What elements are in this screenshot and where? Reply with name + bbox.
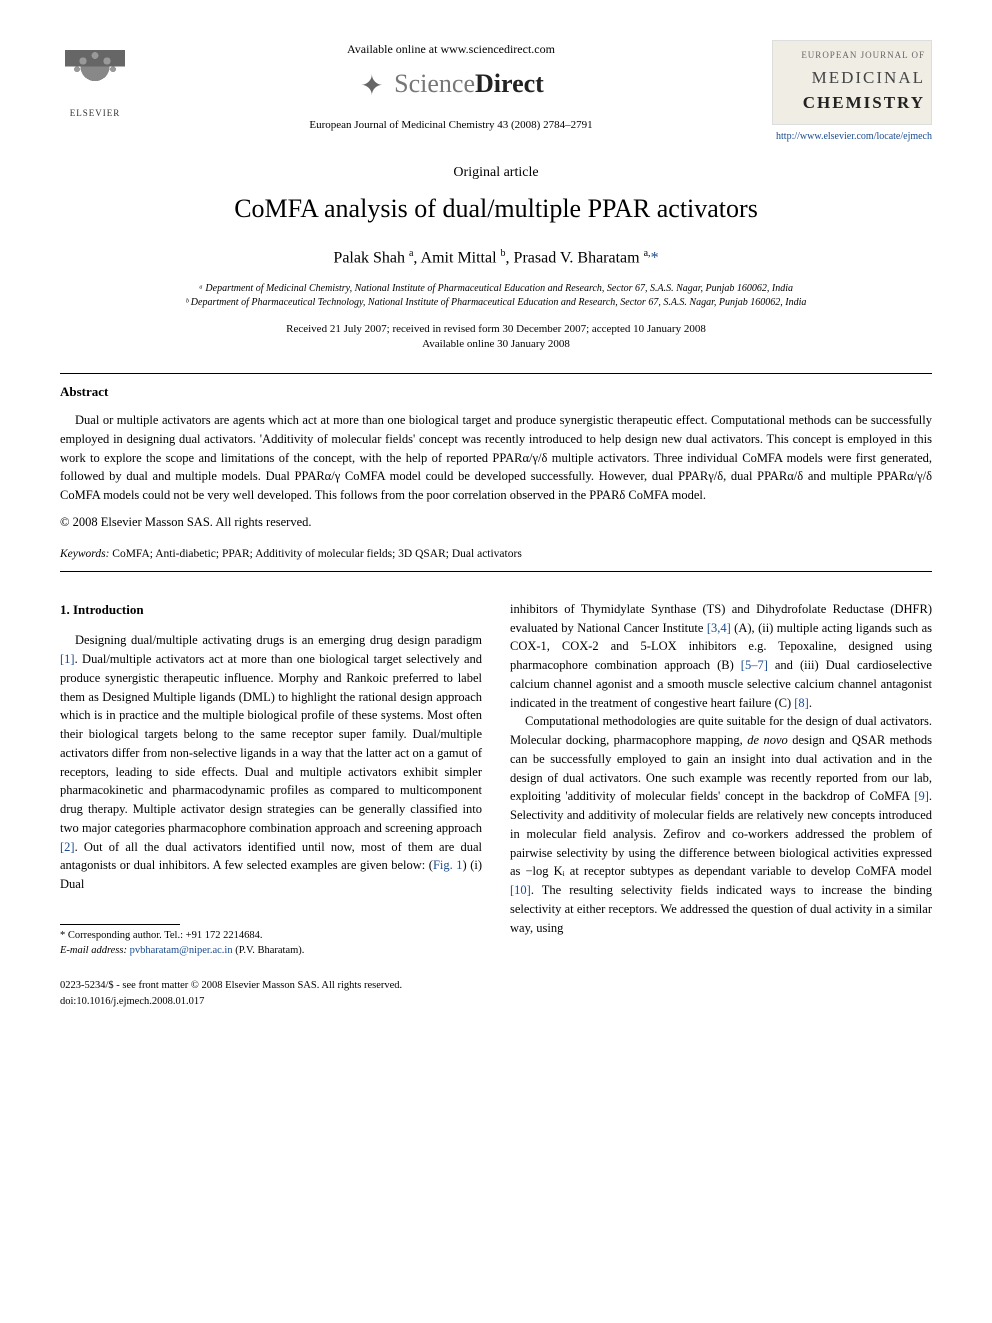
keywords-line: Keywords: CoMFA; Anti-diabetic; PPAR; Ad… <box>60 546 932 563</box>
ref-3-4-link[interactable]: [3,4] <box>707 621 731 635</box>
footnote-rule <box>60 924 180 925</box>
elsevier-tree-icon <box>65 50 125 105</box>
author-3: Prasad V. Bharatam <box>514 249 640 266</box>
column-left: 1. Introduction Designing dual/multiple … <box>60 600 482 958</box>
ref-9-link[interactable]: [9] <box>914 789 929 803</box>
keywords-label: Keywords: <box>60 548 109 560</box>
header-row: ELSEVIER Available online at www.science… <box>60 40 932 144</box>
author-2: Amit Mittal <box>421 249 497 266</box>
journal-medicinal: MEDICINAL <box>779 65 925 91</box>
section-1-heading: 1. Introduction <box>60 600 482 620</box>
sciencedirect-burst-icon <box>358 70 386 98</box>
sciencedirect-text: ScienceDirect <box>394 64 544 103</box>
column-right: inhibitors of Thymidylate Synthase (TS) … <box>510 600 932 958</box>
journal-title-block: EUROPEAN JOURNAL OF MEDICINAL CHEMISTRY <box>772 40 932 125</box>
footer-doi: doi:10.1016/j.ejmech.2008.01.017 <box>60 994 932 1010</box>
author-3-affil: a, <box>644 248 651 259</box>
dates-block: Received 21 July 2007; received in revis… <box>60 322 932 353</box>
footnote-block: * Corresponding author. Tel.: +91 172 22… <box>60 929 482 958</box>
abstract-heading: Abstract <box>60 382 932 402</box>
affiliation-a: ᵃ Department of Medicinal Chemistry, Nat… <box>60 282 932 296</box>
author-1: Palak Shah <box>333 249 405 266</box>
ref-1-link[interactable]: [1] <box>60 652 75 666</box>
ref-2-link[interactable]: [2] <box>60 840 75 854</box>
article-type: Original article <box>60 162 932 183</box>
author-1-affil: a <box>409 248 413 259</box>
sciencedirect-logo: ScienceDirect <box>150 64 752 103</box>
elsevier-text: ELSEVIER <box>70 107 121 121</box>
fig-1-link[interactable]: Fig. 1 <box>433 858 463 872</box>
rule-top <box>60 373 932 374</box>
footer-block: 0223-5234/$ - see front matter © 2008 El… <box>60 978 932 1010</box>
journal-chemistry: CHEMISTRY <box>779 90 925 116</box>
sd-direct: Direct <box>475 69 544 98</box>
available-online-line: Available online 30 January 2008 <box>60 337 932 352</box>
ref-5-7-link[interactable]: [5–7] <box>741 658 768 672</box>
abstract-copyright: © 2008 Elsevier Masson SAS. All rights r… <box>60 513 932 532</box>
rule-bottom <box>60 571 932 572</box>
article-title: CoMFA analysis of dual/multiple PPAR act… <box>60 189 932 228</box>
journal-logo: EUROPEAN JOURNAL OF MEDICINAL CHEMISTRY … <box>772 40 932 144</box>
de-novo-italic: de novo <box>747 733 788 747</box>
corresponding-author: * Corresponding author. Tel.: +91 172 22… <box>60 929 482 944</box>
intro-para-1-cont: inhibitors of Thymidylate Synthase (TS) … <box>510 600 932 713</box>
ref-8-link[interactable]: [8] <box>794 696 809 710</box>
elsevier-logo: ELSEVIER <box>60 40 130 120</box>
available-online-text: Available online at www.sciencedirect.co… <box>150 40 752 58</box>
email-link[interactable]: pvbharatam@niper.ac.in <box>130 945 233 956</box>
intro-para-2: Computational methodologies are quite su… <box>510 712 932 937</box>
sd-science: Science <box>394 69 475 98</box>
email-line: E-mail address: pvbharatam@niper.ac.in (… <box>60 944 482 959</box>
author-2-affil: b <box>501 248 506 259</box>
affiliation-b: ᵇ Department of Pharmaceutical Technolog… <box>60 296 932 310</box>
ref-10-link[interactable]: [10] <box>510 883 531 897</box>
journal-top-line: EUROPEAN JOURNAL OF <box>779 49 925 63</box>
abstract-body: Dual or multiple activators are agents w… <box>60 411 932 505</box>
footer-copyright: 0223-5234/$ - see front matter © 2008 El… <box>60 978 932 994</box>
authors-line: Palak Shah a, Amit Mittal b, Prasad V. B… <box>60 246 932 270</box>
received-line: Received 21 July 2007; received in revis… <box>60 322 932 337</box>
affiliations: ᵃ Department of Medicinal Chemistry, Nat… <box>60 282 932 310</box>
email-suffix: (P.V. Bharatam). <box>233 945 305 956</box>
center-header: Available online at www.sciencedirect.co… <box>130 40 772 134</box>
journal-url-link[interactable]: http://www.elsevier.com/locate/ejmech <box>772 129 932 144</box>
body-columns: 1. Introduction Designing dual/multiple … <box>60 600 932 958</box>
intro-para-1: Designing dual/multiple activating drugs… <box>60 631 482 894</box>
keywords-text: CoMFA; Anti-diabetic; PPAR; Additivity o… <box>109 548 521 560</box>
citation-line: European Journal of Medicinal Chemistry … <box>150 117 752 134</box>
corresponding-star-icon: * <box>651 249 659 266</box>
email-label: E-mail address: <box>60 945 130 956</box>
